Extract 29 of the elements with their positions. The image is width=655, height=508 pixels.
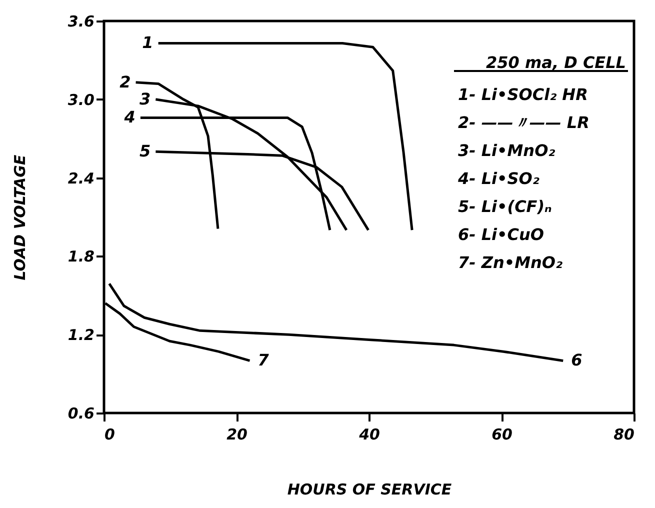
annotation: 7- Zn•MnO₂ — [458, 253, 562, 272]
annotation: 1- Li•SOCl₂ HR — [458, 85, 588, 104]
series-label: 6 — [571, 350, 582, 370]
y-tick-label: 0.6 — [68, 404, 94, 422]
y-tick-label: 1.8 — [68, 248, 94, 266]
x-tick-label: 80 — [614, 426, 634, 444]
series-label: 7 — [258, 350, 270, 370]
x-tick-label: 60 — [492, 426, 512, 444]
line-series — [157, 42, 414, 232]
y-tick-label: 1.2 — [68, 326, 94, 344]
series-label: 4 — [123, 108, 136, 127]
series-label: 5 — [140, 142, 151, 161]
x-axis-title: HOURS OF SERVICE — [287, 480, 452, 498]
legend-title: 250 ma, D CELL — [486, 53, 626, 72]
x-tick-label: 0 — [104, 426, 115, 444]
series-label: 1 — [142, 33, 154, 52]
x-tick-label: 40 — [358, 426, 380, 444]
annotation: 4- Li•SO₂ — [457, 169, 540, 188]
annotation: 5- Li•(CF)ₙ — [458, 197, 552, 216]
annotation: 3- Li•MnO₂ — [458, 141, 556, 160]
series-label: 2 — [120, 72, 131, 92]
x-tick-label: 20 — [226, 426, 248, 444]
y-tick-label: 3.6 — [68, 12, 94, 30]
annotation: 2- ——〃—— LR — [458, 113, 590, 132]
y-tick-label: 3.0 — [68, 90, 94, 109]
series-label: 3 — [140, 89, 151, 108]
y-axis-title: LOAD VOLTAGE — [10, 154, 29, 280]
annotation: 6- Li•CuO — [458, 225, 544, 244]
y-tick-label: 2.4 — [68, 169, 94, 188]
